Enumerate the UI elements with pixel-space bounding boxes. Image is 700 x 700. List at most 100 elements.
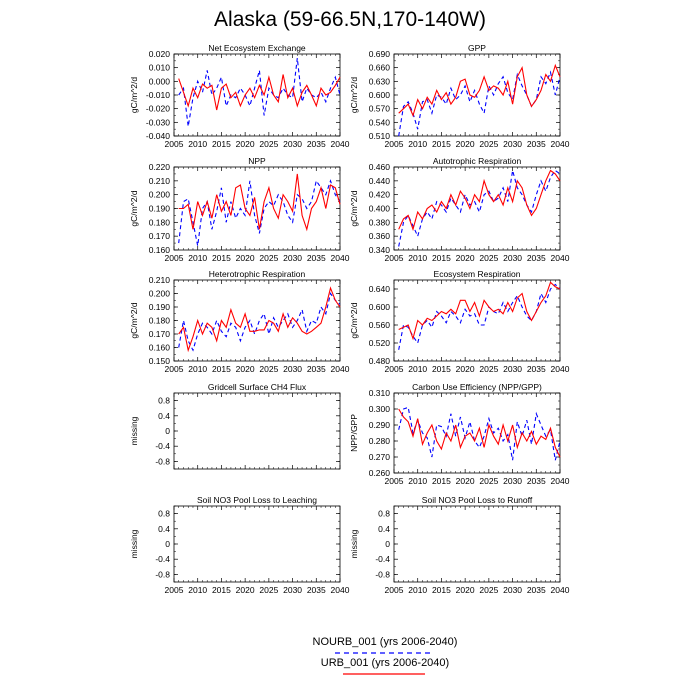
y-tick-label: 0.630 [369, 76, 391, 86]
y-tick-label: 0.4 [158, 524, 170, 534]
plot-frame [173, 392, 341, 470]
y-tick-label: 0.360 [369, 231, 391, 241]
x-tick-label: 2035 [527, 364, 546, 374]
y-tick-label: 0.440 [369, 176, 391, 186]
y-tick-label: 0.340 [369, 245, 391, 255]
series-line-urb [398, 169, 561, 232]
x-tick-label: 2025 [479, 253, 498, 263]
x-tick-label: 2040 [331, 585, 350, 595]
x-tick-label: 2035 [527, 139, 546, 149]
x-tick-label: 2005 [385, 476, 404, 486]
x-tick-label: 2030 [503, 476, 522, 486]
y-tick-label: 0.170 [149, 329, 171, 339]
x-tick-label: 2040 [551, 476, 570, 486]
chart-panel-9: Soil NO3 Pool Loss to Runoff missing -0.8 -… [349, 495, 570, 595]
y-tick-label: 0.270 [369, 452, 391, 462]
chart-panel-0: Net Ecosystem Exchange gC/m^2/d -0.040 -0.0… [129, 43, 350, 149]
x-tick-label: 2005 [165, 253, 184, 263]
x-tick-label: 2040 [331, 253, 350, 263]
y-tick-label: 0.8 [158, 509, 170, 519]
x-tick-label: 2010 [408, 585, 427, 595]
series-line-nourb [398, 169, 561, 247]
x-tick-label: 2015 [212, 139, 231, 149]
y-tick-label: -0.4 [155, 554, 170, 564]
series-line-urb [398, 408, 561, 458]
x-tick-label: 2015 [432, 585, 451, 595]
x-tick-label: 2015 [432, 139, 451, 149]
x-tick-label: 2040 [331, 139, 350, 149]
chart-panel-7: Carbon Use Efficiency (NPP/GPP) NPP/GPP 0.… [349, 382, 570, 486]
chart-panel-4: Heterotrophic Respiration gC/m^2/d 0.150 0.… [129, 269, 350, 374]
y-tick-label: 0.200 [149, 289, 171, 299]
y-tick-label: 0.560 [369, 320, 391, 330]
x-tick-label: 2035 [527, 253, 546, 263]
x-tick-label: 2015 [432, 476, 451, 486]
y-tick-label: 0.170 [149, 231, 171, 241]
series-line-urb [178, 173, 341, 232]
y-tick-label: -0.040 [146, 131, 170, 141]
x-tick-label: 2030 [503, 364, 522, 374]
y-axis-label: missing [349, 529, 359, 558]
y-tick-label: 0.4 [158, 411, 170, 421]
y-tick-label: 0.570 [369, 104, 391, 114]
y-tick-label: 0.280 [369, 436, 391, 446]
y-axis-label: missing [129, 529, 139, 558]
y-tick-label: 0.640 [369, 284, 391, 294]
x-tick-label: 2025 [259, 364, 278, 374]
series-line-nourb [178, 179, 341, 246]
y-tick-label: 0.520 [369, 338, 391, 348]
y-axis-label: gC/m^2/d [129, 77, 139, 113]
y-tick-label: 0.160 [149, 343, 171, 353]
y-tick-label: 0.210 [149, 275, 171, 285]
series-line-nourb [178, 58, 341, 127]
y-tick-label: -0.020 [146, 104, 170, 114]
x-tick-label: 2015 [432, 253, 451, 263]
y-tick-label: 0.460 [369, 162, 391, 172]
x-tick-label: 2005 [165, 585, 184, 595]
x-tick-label: 2035 [527, 585, 546, 595]
y-axis-label: gC/m^2/d [349, 190, 359, 226]
x-tick-label: 2030 [503, 253, 522, 263]
x-tick-label: 2030 [503, 139, 522, 149]
legend-line-nourb [335, 652, 430, 654]
x-tick-label: 2020 [456, 476, 475, 486]
plot-frame [173, 505, 341, 583]
y-tick-label: 0.190 [149, 204, 171, 214]
x-tick-label: 2040 [551, 364, 570, 374]
x-tick-label: 2040 [331, 364, 350, 374]
x-tick-label: 2025 [479, 364, 498, 374]
y-tick-label: 0.4 [378, 524, 390, 534]
series-line-nourb [178, 292, 341, 352]
x-tick-label: 2020 [456, 364, 475, 374]
x-tick-label: 2010 [188, 139, 207, 149]
y-tick-label: 0.660 [369, 63, 391, 73]
y-tick-label: 0.8 [378, 509, 390, 519]
y-tick-label: 0.380 [369, 217, 391, 227]
x-tick-label: 2010 [188, 585, 207, 595]
x-tick-label: 2020 [456, 585, 475, 595]
chart-title: Gridcell Surface CH4 Flux [208, 382, 307, 392]
y-tick-label: -0.4 [375, 554, 390, 564]
y-tick-label: -0.8 [375, 569, 390, 579]
x-tick-label: 2035 [527, 476, 546, 486]
y-tick-label: 0.300 [369, 404, 391, 414]
series-line-urb [178, 74, 341, 111]
y-tick-label: 0.180 [149, 217, 171, 227]
y-tick-label: 0.260 [369, 468, 391, 478]
chart-panel-3: Autotrophic Respiration gC/m^2/d 0.340 0.36… [349, 156, 570, 263]
chart-title: NPP [248, 156, 266, 166]
y-axis-label: missing [129, 416, 139, 445]
plot-frame [393, 279, 561, 362]
y-axis-label: gC/m^2/d [129, 302, 139, 338]
x-tick-label: 2040 [551, 139, 570, 149]
chart-title: Net Ecosystem Exchange [208, 43, 306, 53]
y-tick-label: 0.180 [149, 316, 171, 326]
y-tick-label: 0.220 [149, 162, 171, 172]
plot-frame [393, 392, 561, 474]
x-tick-label: 2005 [385, 253, 404, 263]
x-tick-label: 2020 [456, 253, 475, 263]
y-tick-label: 0 [385, 539, 390, 549]
x-tick-label: 2025 [479, 585, 498, 595]
plot-frame [173, 166, 341, 251]
y-tick-label: 0.420 [369, 190, 391, 200]
